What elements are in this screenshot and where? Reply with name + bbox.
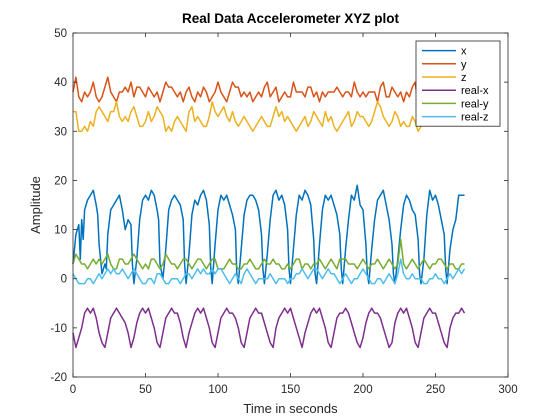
chart-title: Real Data Accelerometer XYZ plot: [182, 11, 400, 26]
x-tick-label: 50: [139, 384, 152, 396]
legend-label-real-z: real-z: [461, 112, 489, 124]
legend-label-real-x: real-x: [461, 85, 489, 97]
y-tick-label: 10: [54, 225, 67, 237]
y-tick-label: 30: [54, 126, 67, 138]
x-axis-title: Time in seconds: [243, 401, 338, 416]
x-tick-label: 250: [426, 384, 445, 396]
x-tick-label: 300: [498, 384, 517, 396]
x-tick-label: 200: [353, 384, 372, 396]
series-line-y: [72, 76, 466, 108]
legend-label-y: y: [461, 59, 467, 71]
y-tick-label: -10: [50, 323, 67, 335]
series-line-z: [73, 101, 466, 133]
y-tick-label: 40: [54, 77, 67, 89]
y-tick-label: 20: [54, 175, 67, 187]
legend-label-x: x: [461, 46, 467, 58]
series-line-real-z: [72, 258, 466, 285]
y-tick-label: 50: [54, 28, 67, 40]
legend-box: [415, 40, 501, 127]
y-tick-label: 0: [61, 274, 67, 286]
y-tick-label: -20: [50, 372, 67, 384]
axes-layer: 0 50 100 150 200 250 300 -20 -10 0 10 20 30 40 50: [50, 28, 517, 396]
y-axis-title: Amplitude: [28, 176, 43, 234]
series-layer: [72, 76, 466, 349]
x-tick-label: 0: [70, 384, 76, 396]
legend-label-real-y: real-y: [461, 98, 489, 110]
legend-label-z: z: [461, 72, 467, 84]
x-tick-label: 150: [281, 384, 300, 396]
series-line-real-y: [72, 238, 465, 270]
series-line-real-x: [72, 307, 466, 349]
x-tick-label: 100: [208, 384, 227, 396]
